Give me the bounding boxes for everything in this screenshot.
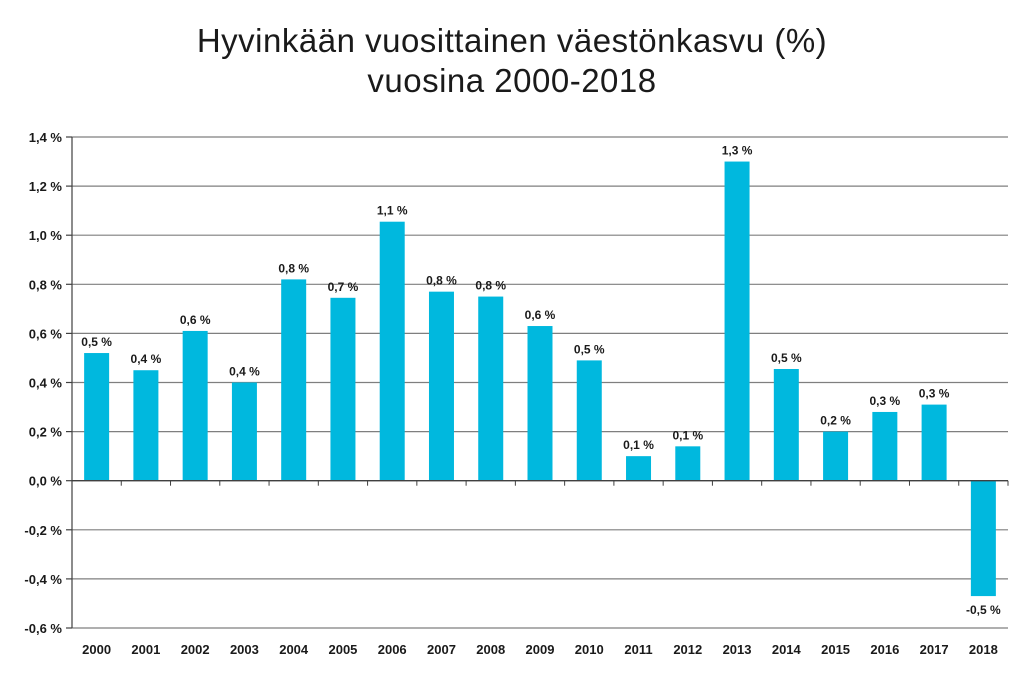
bar	[182, 330, 208, 481]
bar	[675, 446, 701, 481]
x-tick-label: 2017	[920, 642, 949, 657]
data-label: 0,5 %	[771, 351, 802, 365]
x-tick-label: 2007	[427, 642, 456, 657]
bar	[823, 431, 849, 481]
y-tick-label: 0,6 %	[29, 326, 63, 341]
data-label: 0,6 %	[525, 308, 556, 322]
x-tick-label: 2010	[575, 642, 604, 657]
bar	[133, 370, 159, 481]
x-tick-label: 2009	[526, 642, 555, 657]
data-label: 1,3 %	[722, 144, 753, 158]
bar	[872, 411, 898, 481]
chart-title-line-2: vuosina 2000-2018	[367, 62, 657, 99]
y-tick-label: 1,0 %	[29, 228, 63, 243]
y-tick-label: 1,2 %	[29, 179, 63, 194]
bar	[921, 404, 947, 481]
y-tick-label: 1,4 %	[29, 130, 63, 145]
bar	[281, 279, 307, 481]
y-tick-label: -0,2 %	[24, 523, 62, 538]
data-label: 0,8 %	[278, 261, 309, 275]
x-tick-label: 2016	[870, 642, 899, 657]
x-tick-label: 2001	[131, 642, 160, 657]
x-tick-label: 2013	[723, 642, 752, 657]
x-tick-label: 2008	[476, 642, 505, 657]
bar	[527, 326, 553, 481]
x-tick-label: 2002	[181, 642, 210, 657]
data-label: 0,2 %	[820, 414, 851, 428]
data-label: 0,3 %	[919, 387, 950, 401]
data-label: 0,4 %	[131, 352, 162, 366]
y-tick-label: 0,0 %	[29, 474, 63, 489]
bar	[379, 221, 405, 481]
bar	[428, 291, 454, 481]
data-label: 0,5 %	[81, 335, 112, 349]
bar	[724, 161, 750, 481]
x-tick-label: 2018	[969, 642, 998, 657]
bar	[970, 480, 996, 597]
data-label: 0,3 %	[869, 394, 900, 408]
data-label: 0,1 %	[672, 428, 703, 442]
data-label: 0,8 %	[426, 274, 457, 288]
chart-title-line-1: Hyvinkään vuosittainen väestönkasvu (%)	[196, 22, 828, 59]
data-label: 0,8 %	[475, 279, 506, 293]
y-tick-label: 0,2 %	[29, 425, 63, 440]
data-label: 0,6 %	[180, 313, 211, 327]
bar	[231, 382, 257, 481]
bar	[478, 296, 504, 481]
x-tick-label: 2003	[230, 642, 259, 657]
bar	[773, 368, 799, 481]
data-label: 0,5 %	[574, 342, 605, 356]
data-label: 1,1 %	[377, 204, 408, 218]
x-tick-label: 2000	[82, 642, 111, 657]
x-tick-label: 2004	[279, 642, 309, 657]
y-tick-label: -0,4 %	[24, 572, 62, 587]
x-tick-label: 2015	[821, 642, 850, 657]
x-tick-label: 2006	[378, 642, 407, 657]
data-label: 0,1 %	[623, 438, 654, 452]
x-tick-label: 2011	[624, 642, 652, 657]
data-label: -0,5 %	[966, 603, 1001, 617]
data-label: 0,4 %	[229, 365, 260, 379]
x-tick-label: 2005	[328, 642, 357, 657]
y-tick-label: -0,6 %	[24, 621, 62, 636]
bar	[626, 456, 652, 481]
x-tick-label: 2014	[772, 642, 802, 657]
bar	[84, 353, 110, 481]
data-label: 0,7 %	[328, 280, 359, 294]
y-tick-label: 0,4 %	[29, 376, 63, 391]
bar	[576, 360, 602, 481]
bar	[330, 297, 356, 481]
x-tick-label: 2012	[673, 642, 702, 657]
y-tick-label: 0,8 %	[29, 277, 63, 292]
